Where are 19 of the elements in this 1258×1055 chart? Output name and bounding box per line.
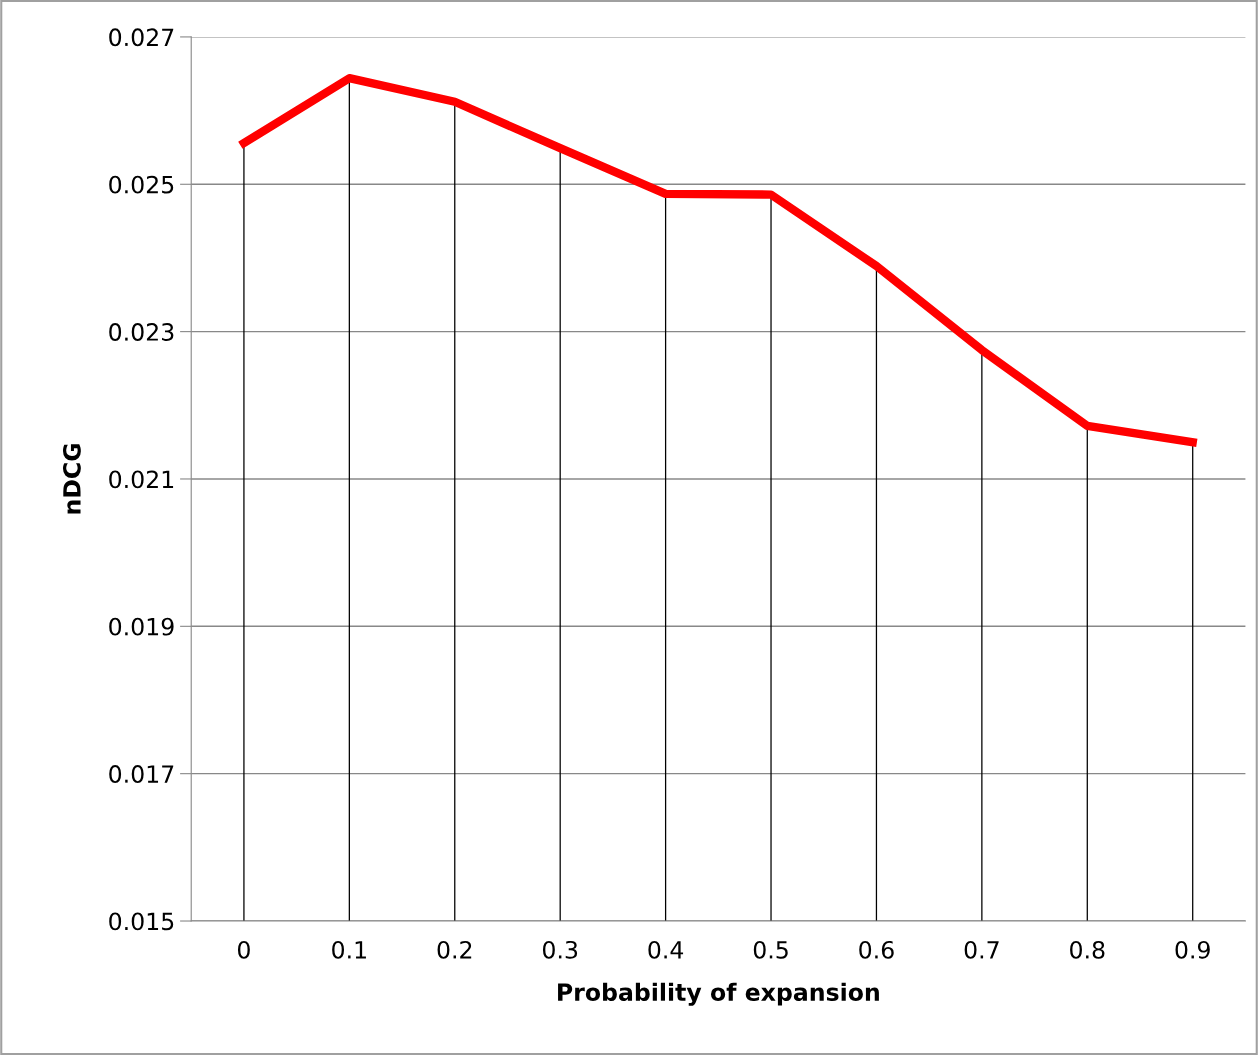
y-tick-label: 0.017 bbox=[109, 765, 174, 783]
x-tick-label: 0.5 bbox=[753, 940, 788, 959]
y-tick-label: 0.025 bbox=[109, 175, 174, 194]
x-tick-label: 0.2 bbox=[437, 940, 472, 959]
y-tick-label: 0.023 bbox=[109, 323, 174, 341]
x-tick-label: 0.7 bbox=[964, 940, 999, 959]
y-tick-label: 0.015 bbox=[109, 912, 174, 931]
x-tick-label: 0.9 bbox=[1175, 940, 1210, 959]
y-tick-label: 0.027 bbox=[109, 28, 174, 47]
y-tick-label: 0.019 bbox=[109, 617, 174, 636]
x-tick-label: 0.6 bbox=[859, 940, 894, 959]
x-tick-label: 0 bbox=[237, 940, 250, 959]
y-axis-title: nDCG bbox=[62, 444, 81, 514]
x-tick-label: 0.3 bbox=[542, 940, 578, 959]
y-tick-label: 0.021 bbox=[109, 470, 174, 489]
x-axis-title: Probability of expansion bbox=[558, 982, 879, 1006]
x-tick-label: 0.1 bbox=[332, 940, 366, 959]
x-tick-label: 0.8 bbox=[1070, 940, 1105, 959]
x-tick-label: 0.4 bbox=[648, 940, 684, 959]
